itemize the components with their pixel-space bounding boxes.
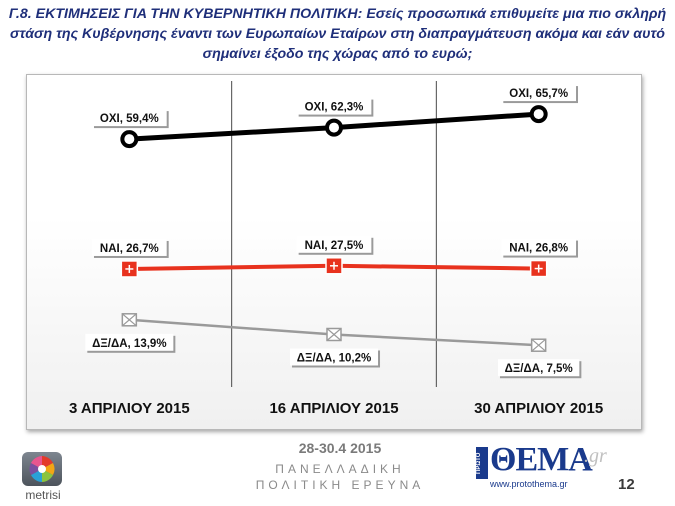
data-label-box [501,84,577,102]
metrisi-logo-text: metrisi [25,488,61,502]
data-label-box [91,109,167,127]
data-label: ΔΞ/ΔΑ, 10,2% [297,352,371,364]
data-label: ΝΑΙ, 26,8% [509,243,568,255]
protothema-logo-domain: .gr [584,445,607,467]
metrisi-logo-icon [22,452,62,486]
data-point [325,118,343,137]
title-prefix: Γ.8. ΕΚΤΙΜΗΣΕΙΣ ΓΙΑ ΤΗΝ ΚΥΒΕΡΝΗΤΙΚΗ ΠΟΛΙ… [8,6,363,22]
x-tick-label: 3 ΑΠΡΙΛΙΟΥ 2015 [69,400,190,417]
data-label: ΔΞ/ΔΑ, 13,9% [92,338,166,350]
survey-date: 28-30.4 2015 [298,440,382,456]
data-label-box [296,97,372,115]
x-tick-label: 30 ΑΠΡΙΛΙΟΥ 2015 [474,400,603,417]
chart-panel: 3 ΑΠΡΙΛΙΟΥ 2015 16 ΑΠΡΙΛΙΟΥ 2015 30 ΑΠΡΙΛΙ… [26,74,642,430]
survey-type-line2: ΠΟΛΙΤΙΚΗ ΕΡΕΥΝΑ [255,478,425,492]
data-label-box [501,238,577,256]
survey-type-line1: ΠΑΝΕΛΛΑΔΙΚΗ [275,462,405,476]
data-point-mark [121,313,137,327]
data-point [120,130,139,149]
data-point-mark [326,328,342,341]
metrisi-logo: metrisi [18,452,68,504]
line-chart: 3 ΑΠΡΙΛΙΟΥ 2015 16 ΑΠΡΙΛΙΟΥ 2015 30 ΑΠΡΙΛΙ… [69,81,603,417]
data-label: ΟΧΙ, 62,3% [305,102,364,114]
protothema-logo-name: ΘΕΜΑ [490,441,593,478]
data-label: ΝΑΙ, 26,7% [100,243,159,255]
data-label-box [85,333,174,351]
protothema-logo-url: www.protothema.gr [490,479,568,489]
data-label: ΟΧΙ, 65,7% [509,88,568,100]
data-label-box [296,235,372,253]
data-label: ΔΞ/ΔΑ, 7,5% [505,363,573,375]
x-tick-label: 16 ΑΠΡΙΛΙΟΥ 2015 [269,400,398,417]
data-label: ΝΑΙ, 27,5% [305,240,364,252]
protothema-logo-prefix: ΠΡΩΤΟ [476,447,488,479]
protothema-logo: ΠΡΩΤΟ ΘΕΜΑ .gr www.protothema.gr [476,441,616,491]
data-label: ΟΧΙ, 59,4% [100,113,159,125]
data-label-box [497,359,580,377]
data-label-box [91,238,167,256]
chart-title: Γ.8. ΕΚΤΙΜΗΣΕΙΣ ΓΙΑ ΤΗΝ ΚΥΒΕΡΝΗΤΙΚΗ ΠΟΛΙ… [6,4,669,64]
page-number: 12 [618,476,635,493]
title-question: Εσείς προσωπικά επιθυμείτε μια πιο σκληρ… [10,6,667,62]
data-point [529,105,548,124]
data-label-box [289,348,379,366]
data-point-mark [531,338,547,352]
